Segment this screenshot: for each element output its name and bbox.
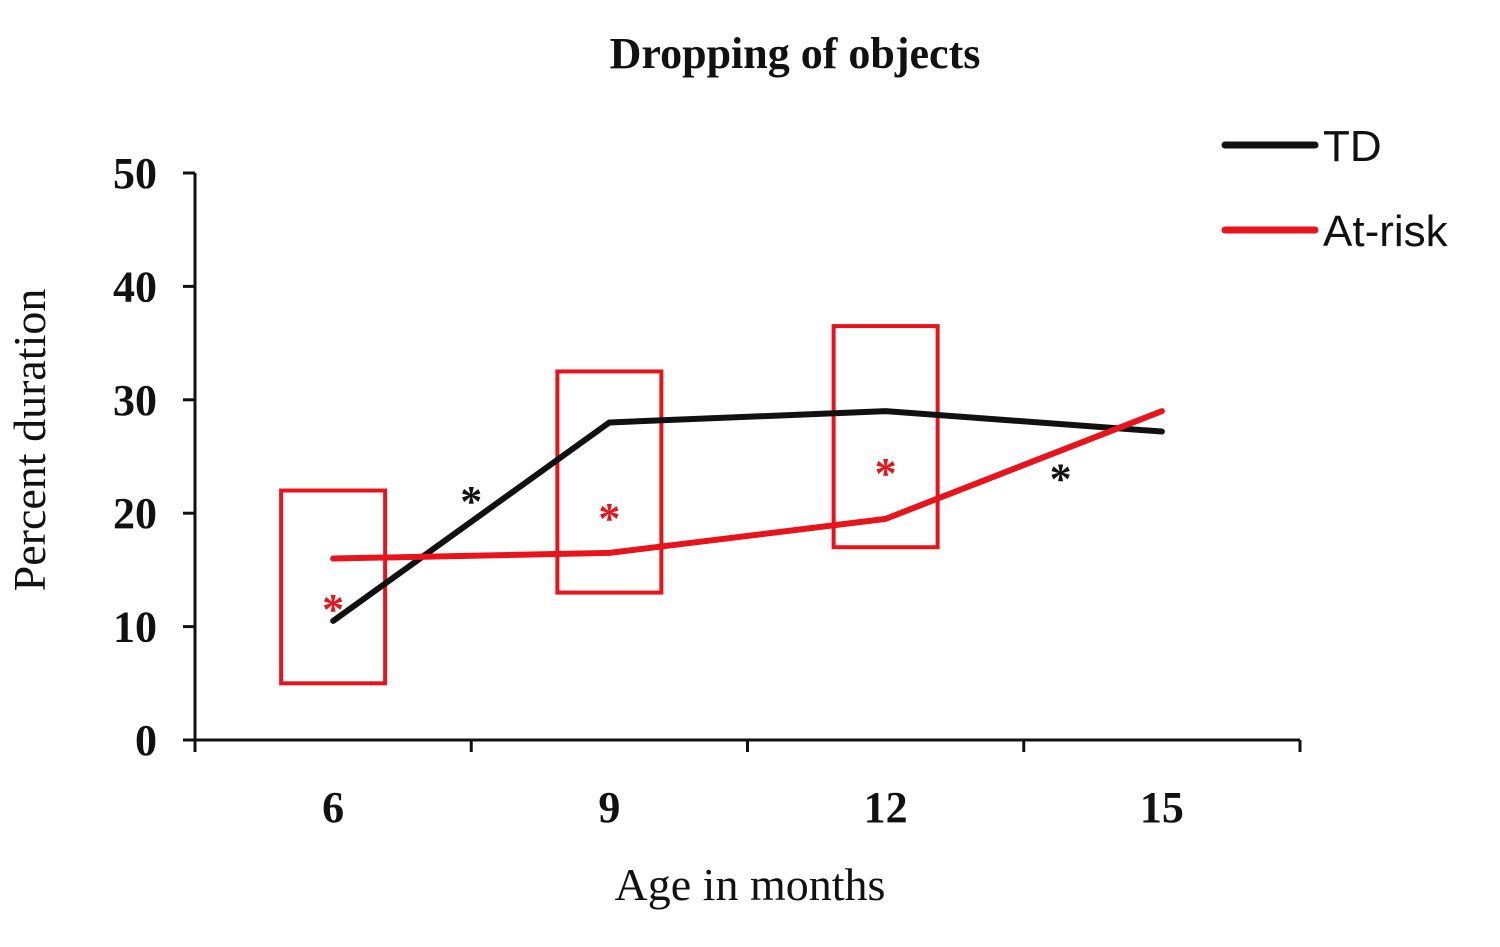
significance-asterisk: * [460,477,482,526]
highlight-box [557,371,661,592]
legend: TD At-risk [1225,122,1449,256]
legend-label: TD [1323,122,1382,171]
significance-asterisk: * [322,585,344,634]
significance-asterisk: * [1050,455,1072,504]
x-tick-label: 6 [322,783,344,832]
y-tick-label: 50 [113,149,157,198]
x-tick-label: 15 [1140,783,1184,832]
significance-asterisk: * [875,449,897,498]
x-tick-label: 9 [598,783,620,832]
significance-asterisk: * [598,494,620,543]
x-tick-label: 12 [864,783,908,832]
chart-title: Dropping of objects [610,29,981,78]
series-line-td [333,411,1162,621]
legend-label: At-risk [1323,207,1449,256]
x-axis-label: Age in months [615,859,886,910]
y-tick-label: 30 [113,376,157,425]
y-tick-label: 20 [113,489,157,538]
series-line-at-risk [333,411,1162,558]
y-axis-label: Percent duration [4,289,55,592]
highlight-box [834,326,938,547]
y-tick-label: 10 [113,603,157,652]
y-tick-label: 40 [113,262,157,311]
y-tick-label: 0 [135,716,157,765]
